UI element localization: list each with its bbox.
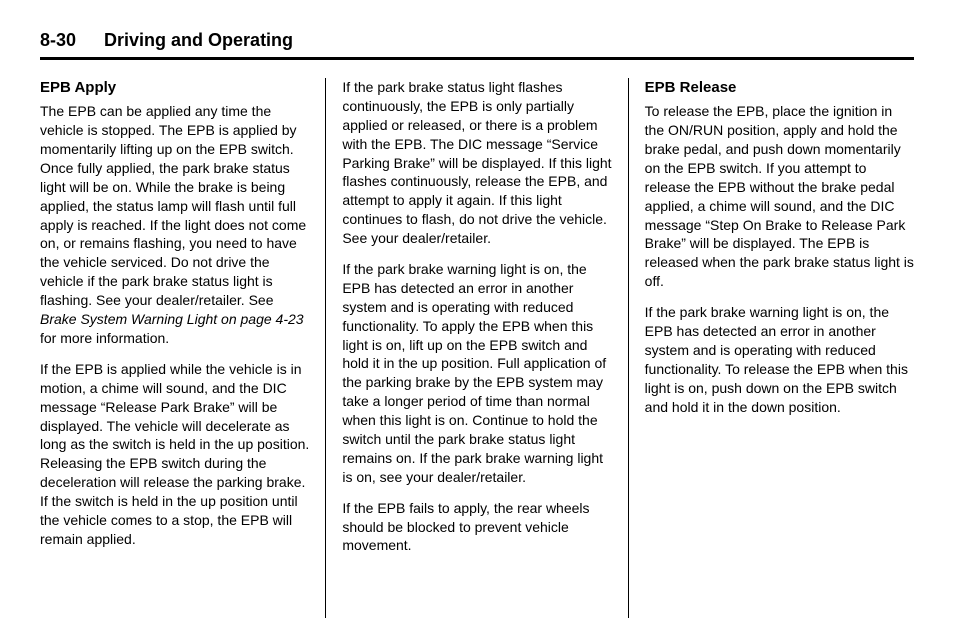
brake-warning-ref: Brake System Warning Light on page 4-23 [40,311,304,327]
epb-release-p1: To release the EPB, place the ignition i… [645,102,914,291]
epb-apply-p1: The EPB can be applied any time the vehi… [40,102,309,348]
col2-p2: If the park brake warning light is on, t… [342,260,611,487]
manual-page: 8-30 Driving and Operating EPB Apply The… [0,0,954,638]
epb-apply-p1-text-b: for more information. [40,330,169,346]
column-2: If the park brake status light flashes c… [326,78,627,618]
epb-release-p2: If the park brake warning light is on, t… [645,303,914,416]
epb-apply-p2: If the EPB is applied while the vehicle … [40,360,309,549]
column-3: EPB Release To release the EPB, place th… [629,78,914,618]
column-1: EPB Apply The EPB can be applied any tim… [40,78,325,618]
col2-p1: If the park brake status light flashes c… [342,78,611,248]
col2-p3: If the EPB fails to apply, the rear whee… [342,499,611,556]
page-number: 8-30 [40,30,76,51]
page-header: 8-30 Driving and Operating [40,30,914,60]
epb-apply-heading: EPB Apply [40,78,309,98]
content-columns: EPB Apply The EPB can be applied any tim… [40,78,914,618]
chapter-title: Driving and Operating [104,30,293,51]
epb-apply-p1-text-a: The EPB can be applied any time the vehi… [40,103,306,308]
epb-release-heading: EPB Release [645,78,914,98]
